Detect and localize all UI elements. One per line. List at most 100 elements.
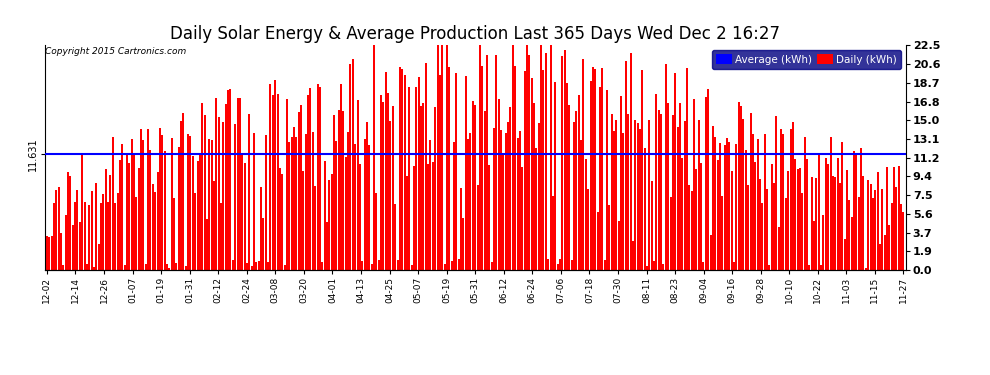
Bar [201, 103, 203, 270]
Bar [208, 139, 210, 270]
Bar [102, 194, 104, 270]
Bar [874, 190, 876, 270]
Bar [895, 188, 898, 270]
Bar [589, 81, 591, 270]
Bar [408, 87, 410, 270]
Bar [213, 181, 215, 270]
Bar [486, 55, 488, 270]
Bar [55, 190, 57, 270]
Bar [632, 241, 634, 270]
Bar [117, 193, 119, 270]
Bar [469, 133, 471, 270]
Bar [491, 262, 493, 270]
Bar [404, 75, 406, 270]
Bar [556, 264, 558, 270]
Bar [785, 198, 787, 270]
Bar [514, 66, 516, 270]
Bar [93, 267, 95, 270]
Bar [578, 96, 580, 270]
Bar [662, 264, 664, 270]
Bar [551, 196, 553, 270]
Bar [611, 114, 613, 270]
Bar [900, 204, 902, 270]
Bar [276, 94, 278, 270]
Bar [604, 260, 606, 270]
Bar [549, 45, 551, 270]
Bar [406, 176, 408, 270]
Legend: Average (kWh), Daily (kWh): Average (kWh), Daily (kWh) [712, 50, 901, 69]
Bar [700, 163, 702, 270]
Bar [136, 197, 138, 270]
Bar [650, 181, 652, 270]
Bar [738, 102, 740, 270]
Bar [343, 111, 345, 270]
Bar [869, 184, 871, 270]
Bar [156, 172, 158, 270]
Bar [876, 172, 878, 270]
Bar [503, 153, 505, 270]
Bar [298, 112, 300, 270]
Bar [230, 88, 232, 270]
Bar [736, 144, 738, 270]
Bar [149, 150, 151, 270]
Bar [512, 45, 514, 270]
Bar [74, 202, 76, 270]
Bar [563, 50, 565, 270]
Bar [806, 159, 808, 270]
Bar [107, 202, 109, 270]
Bar [359, 164, 361, 270]
Bar [321, 262, 324, 270]
Bar [705, 97, 707, 270]
Bar [524, 71, 526, 270]
Bar [338, 110, 340, 270]
Bar [495, 55, 497, 270]
Bar [848, 200, 850, 270]
Bar [731, 171, 733, 270]
Bar [83, 202, 85, 270]
Bar [264, 135, 266, 270]
Bar [319, 87, 321, 270]
Bar [547, 260, 549, 270]
Bar [505, 132, 507, 270]
Bar [166, 264, 168, 270]
Bar [121, 144, 123, 270]
Bar [782, 134, 784, 270]
Bar [67, 172, 69, 270]
Bar [223, 122, 225, 270]
Bar [300, 105, 302, 270]
Bar [363, 140, 365, 270]
Bar [378, 260, 380, 270]
Bar [818, 154, 820, 270]
Bar [813, 221, 815, 270]
Bar [462, 218, 464, 270]
Bar [695, 170, 697, 270]
Bar [691, 190, 693, 270]
Bar [131, 140, 133, 270]
Bar [448, 67, 450, 270]
Bar [182, 112, 184, 270]
Bar [630, 53, 632, 270]
Bar [411, 265, 413, 270]
Bar [274, 80, 276, 270]
Bar [526, 45, 528, 270]
Bar [206, 219, 208, 270]
Bar [536, 148, 538, 270]
Bar [693, 99, 695, 270]
Bar [823, 215, 825, 270]
Bar [653, 261, 655, 270]
Bar [714, 137, 716, 270]
Bar [455, 73, 457, 270]
Bar [129, 163, 131, 270]
Bar [754, 162, 756, 270]
Bar [81, 155, 83, 270]
Bar [642, 70, 644, 270]
Bar [394, 204, 396, 270]
Bar [196, 160, 199, 270]
Bar [310, 88, 312, 270]
Bar [749, 113, 751, 270]
Bar [380, 95, 382, 270]
Bar [644, 148, 645, 270]
Bar [669, 197, 671, 270]
Bar [279, 168, 281, 270]
Bar [331, 174, 333, 270]
